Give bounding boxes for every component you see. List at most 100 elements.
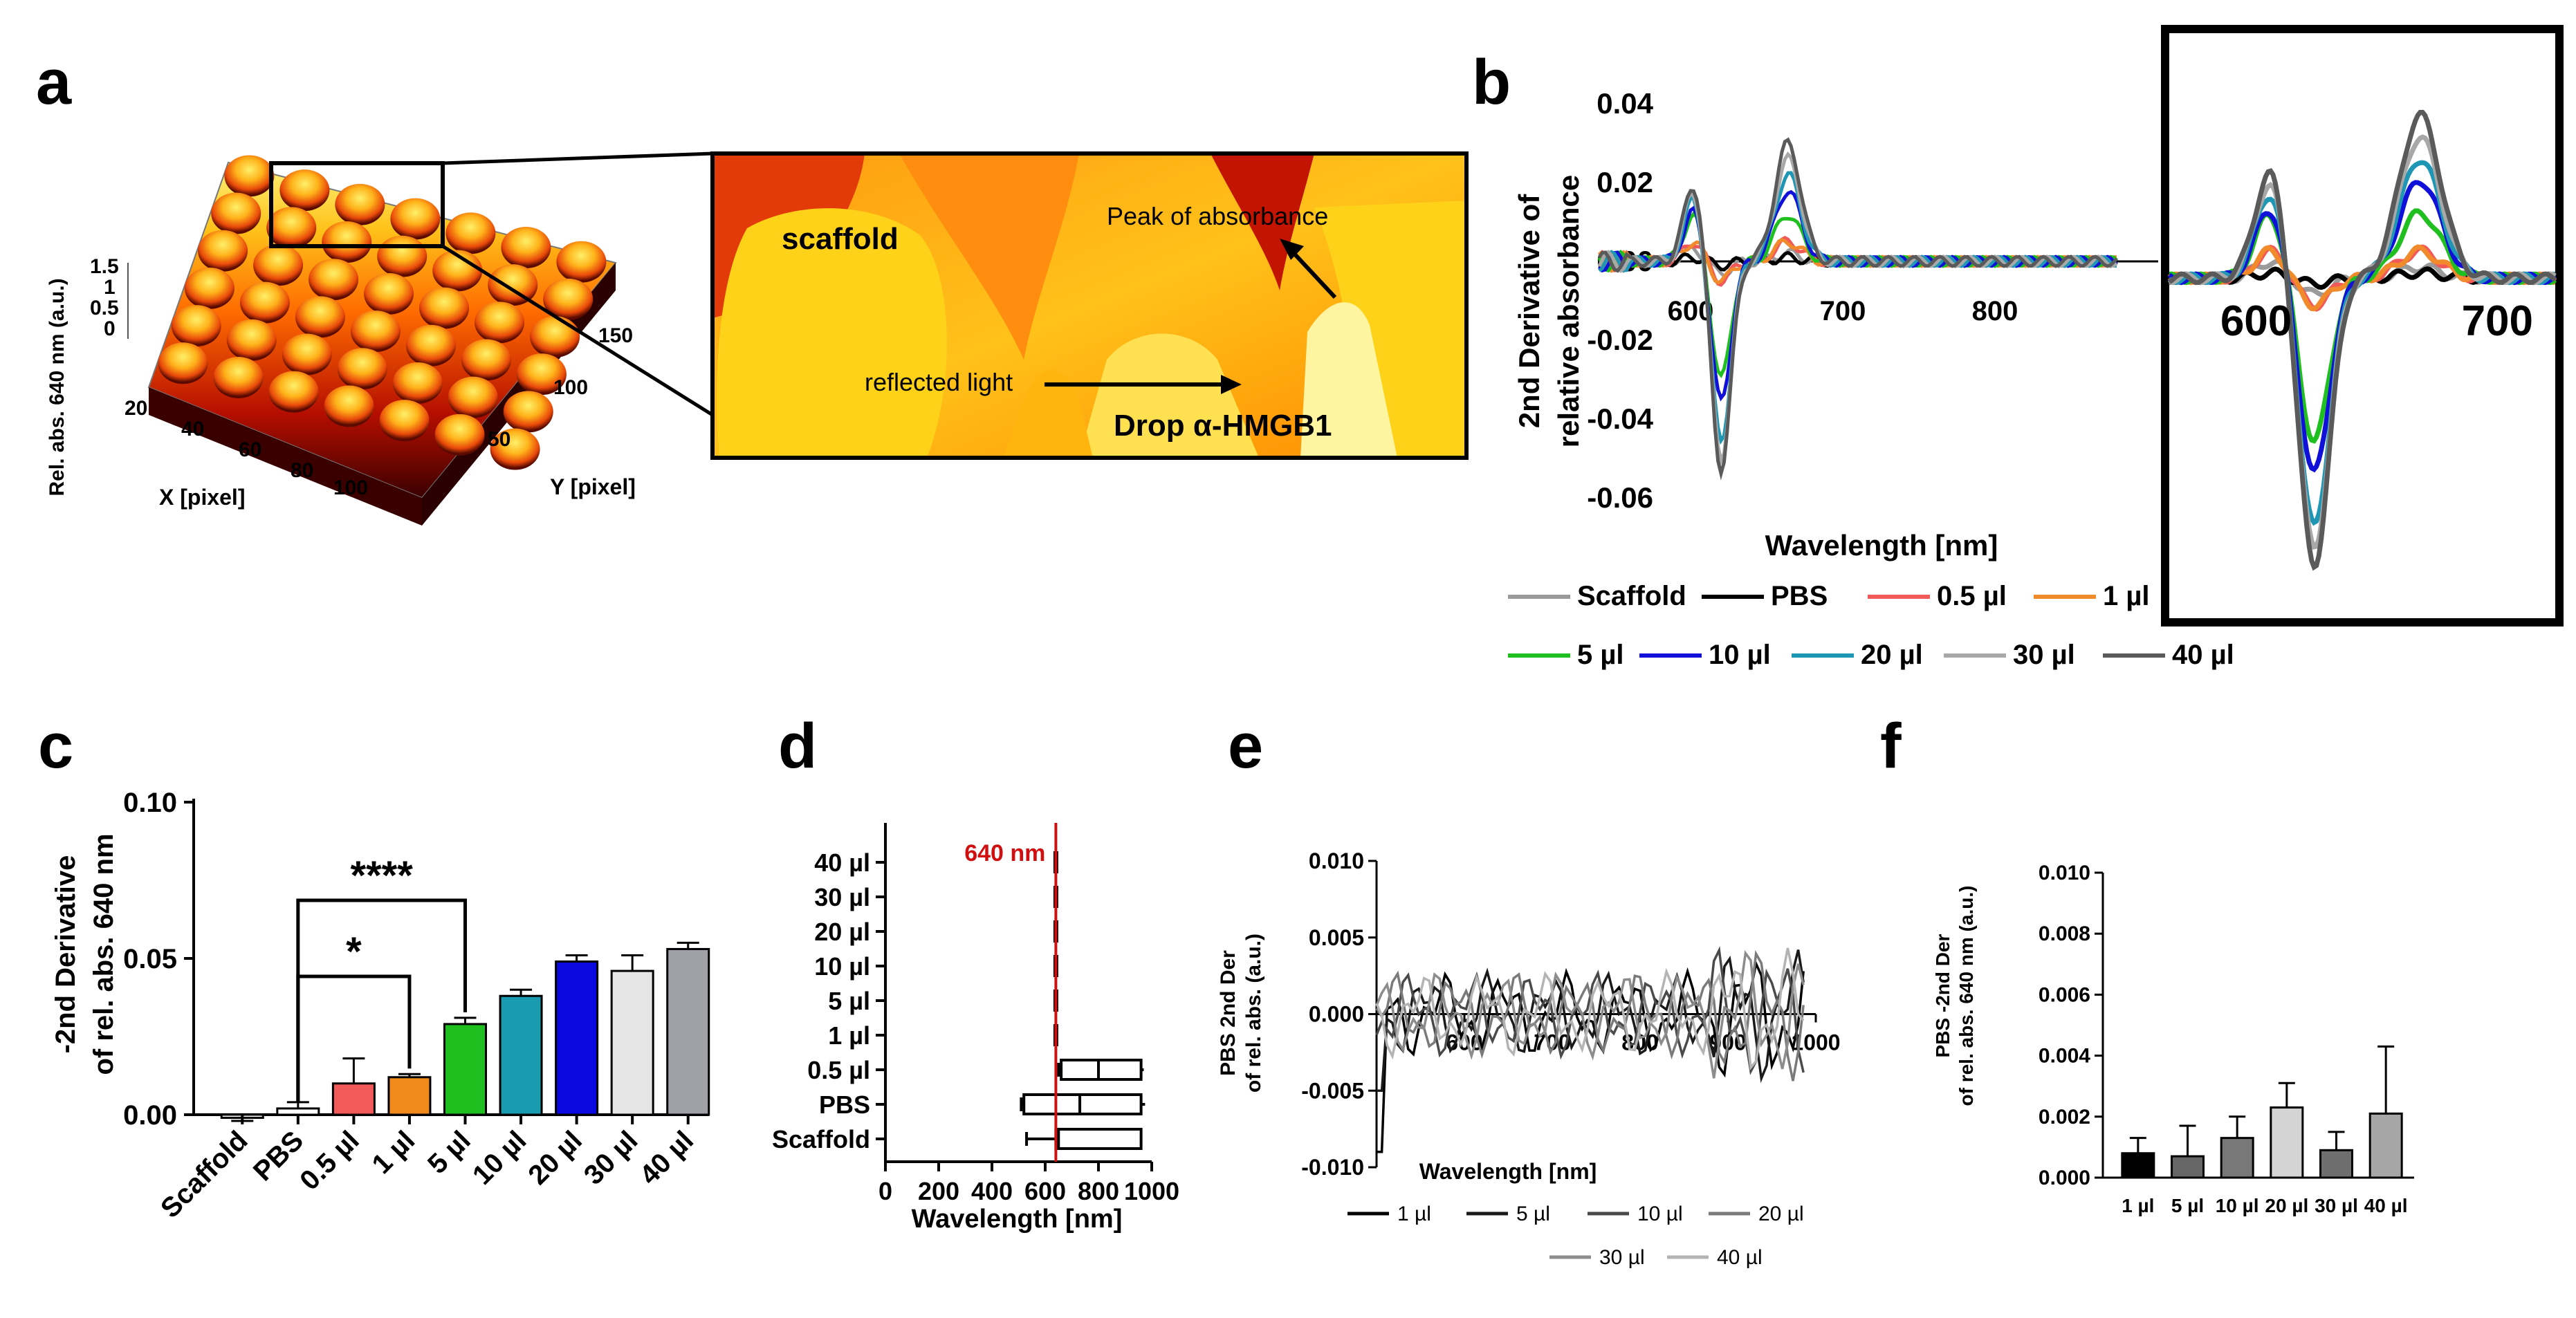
panel-e-ylabel-line2: of rel. abs. (a.u.) <box>1242 934 1265 1093</box>
panel-d-y-tick: 1 µl <box>828 1021 870 1050</box>
panel-b-legend: Scaffold PBS 0.5 µl 1 µl 5 µl 10 µl 20 µl 30 µl… <box>1508 581 2234 670</box>
inset-scaffold-label: scaffold <box>782 222 899 256</box>
panel-d-box <box>1060 1059 1143 1081</box>
reflected-arrowhead <box>1221 375 1242 394</box>
panel-d-x-tick: 0 <box>878 1177 892 1205</box>
panel-b-zoom-series <box>2167 109 2557 571</box>
panel-c-sig-label: * <box>346 929 362 974</box>
panel-f-bar <box>2270 1106 2304 1179</box>
panel-letter-b: b <box>1472 47 1511 118</box>
panel-a-inset: scaffold Peak of absorbance reflected li… <box>710 151 1469 460</box>
panel-c-x-tick: 0.5 µl <box>294 1125 365 1196</box>
surface-bump <box>501 227 551 269</box>
surface-bump <box>390 198 441 240</box>
panel-a-surface-plot: Rel. abs. 640 nm (a.u.) 1.5 1 0.5 0 20 4… <box>46 151 1469 526</box>
panel-d-x-tick: 200 <box>918 1177 959 1205</box>
panel-c-x-tick: 40 µl <box>634 1125 699 1191</box>
surface-bump <box>268 371 319 413</box>
legend-label: 5 µl <box>1577 640 1624 670</box>
panel-f-y-tick: 0.008 <box>2039 922 2090 945</box>
panel-d-x-tick: 400 <box>971 1177 1013 1205</box>
panel-letter-c: c <box>38 711 73 781</box>
surface-bump <box>324 385 374 427</box>
surface-bump <box>488 264 538 306</box>
zoom-connector-bottom <box>441 244 714 417</box>
panel-a-x-tick: 20 <box>125 397 147 420</box>
panel-b-line-8 <box>1597 137 2118 481</box>
inset-right-yellow <box>1314 201 1466 458</box>
panel-e-y-tick: 0.000 <box>1309 1002 1364 1027</box>
surface-bump <box>490 428 540 470</box>
panel-d-y-tick: 5 µl <box>828 987 870 1015</box>
panel-d-y-tick: 10 µl <box>814 952 870 981</box>
surface-bump <box>184 267 234 309</box>
surface-bump <box>434 414 485 456</box>
panel-b-line-5 <box>1598 189 2118 402</box>
panel-e-legend-label: 20 µl <box>1758 1203 1804 1225</box>
zoom-connector-top <box>442 151 713 165</box>
panel-c-x-tick: 1 µl <box>366 1125 421 1180</box>
panel-b-y-ticks: 0.040.020.00-0.02-0.04-0.06 <box>1587 87 1653 514</box>
panel-c-x-tick: 30 µl <box>578 1125 644 1191</box>
panel-d-box <box>1054 1128 1143 1150</box>
panel-b-ylabel-line1: 2nd Derivative of <box>1513 194 1545 428</box>
panel-d-y-tick: PBS <box>819 1090 870 1119</box>
panel-c-bar <box>610 969 654 1116</box>
panel-letter-e: e <box>1228 711 1263 781</box>
panel-c-sig-label: **** <box>351 853 414 898</box>
panel-d-y-tick: Scaffold <box>772 1125 870 1153</box>
panel-a-z-label: Rel. abs. 640 nm (a.u.) <box>46 278 68 496</box>
surface-bump <box>279 169 330 212</box>
surface-front-edge <box>149 387 422 526</box>
surface-bump <box>224 155 275 197</box>
panel-d-refline-label: 640 nm <box>964 840 1045 866</box>
panel-a-x-tick: 40 <box>181 418 204 440</box>
panel-b-x-tick: 700 <box>1820 296 1866 326</box>
panel-f-x-tick: 1 µl <box>2122 1195 2154 1216</box>
panel-f-x-tick: 10 µl <box>2216 1195 2259 1216</box>
panel-d-y-tick: 0.5 µl <box>807 1056 870 1084</box>
panel-e-line-3 <box>1375 949 1805 1082</box>
panel-c-bar-chart: -2nd Derivative of rel. abs. 640 nm 0.10… <box>50 788 710 1224</box>
legend-label: Scaffold <box>1577 581 1686 611</box>
panel-e-series <box>1375 946 1805 1153</box>
panel-b-zoom-x-tick: 700 <box>2462 297 2533 345</box>
inset-reflected-label: reflected light <box>865 368 1013 396</box>
surface-bump <box>475 301 525 344</box>
panel-f-bar <box>2368 1112 2403 1179</box>
surface-bump <box>445 212 496 254</box>
panel-f-x-tick: 5 µl <box>2171 1195 2204 1216</box>
surface-bump <box>213 356 264 398</box>
panel-a-x-tick: 100 <box>333 476 368 499</box>
panel-f-y-tick: 0.002 <box>2039 1106 2090 1129</box>
surface-bump <box>198 230 248 272</box>
surface-bump <box>158 342 208 384</box>
panel-e-y-tick: -0.010 <box>1301 1155 1364 1180</box>
panel-d-x-tick: 800 <box>1078 1177 1119 1205</box>
panel-a-x-tick: 80 <box>291 459 313 482</box>
panel-d-y-tick: 20 µl <box>814 918 870 946</box>
panel-b-y-tick: -0.02 <box>1587 324 1653 356</box>
surface-bump <box>171 305 221 347</box>
panel-c-bar <box>331 1082 376 1116</box>
surface-bump <box>461 339 511 381</box>
panel-c-x-tick: 20 µl <box>522 1125 588 1191</box>
panel-a-x-tick: 60 <box>239 438 261 461</box>
surface-bump <box>350 310 401 353</box>
surface-bump <box>543 278 594 320</box>
panel-b-series <box>1597 137 2118 481</box>
panel-c-bar <box>666 947 710 1116</box>
inset-peak-dark <box>1211 154 1314 290</box>
panel-c-sig-bracket <box>296 898 467 1102</box>
surface-bump <box>211 192 261 234</box>
panel-e-legend-label: 10 µl <box>1637 1203 1683 1225</box>
legend-label: 20 µl <box>1861 640 1923 670</box>
panel-d-boxes: 40 µl 30 µl 20 µl 10 µl 5 µl 1 µl 0.5 µl PBS Sca… <box>772 823 1146 1162</box>
surface-bump <box>295 296 345 338</box>
panel-d-box-plot: 0 200 400 600 800 1000 40 µl 30 µl 20 µl 10 µl 5 … <box>772 823 1179 1234</box>
panel-b-y-tick: -0.06 <box>1587 481 1653 514</box>
panel-letter-f: f <box>1880 711 1902 781</box>
panel-b-y-tick: 0.02 <box>1597 166 1653 198</box>
panel-c-y-tick: 0.05 <box>123 944 177 974</box>
